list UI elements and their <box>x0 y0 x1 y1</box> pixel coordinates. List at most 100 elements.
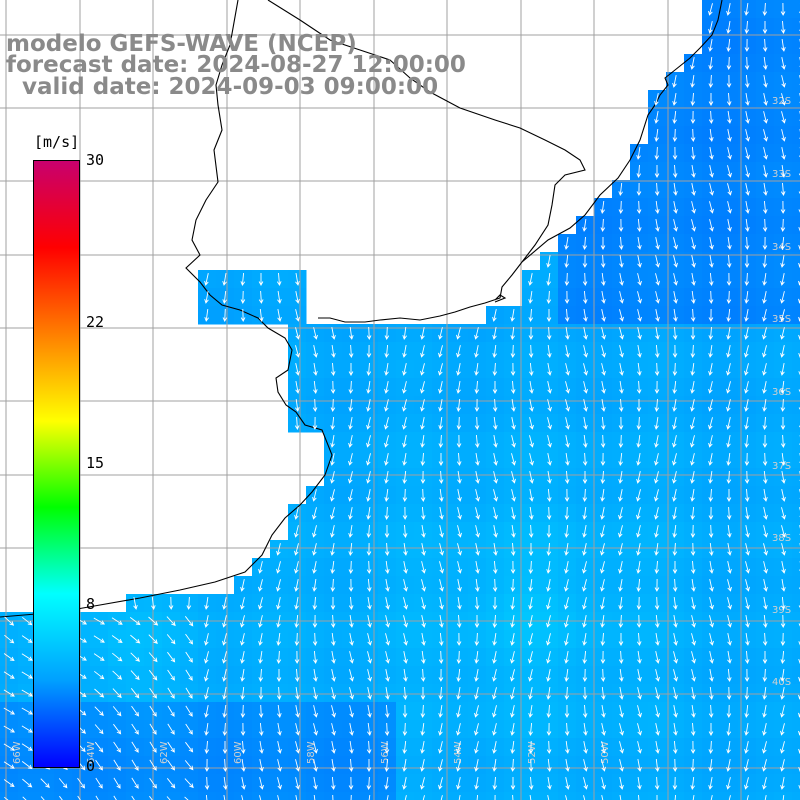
wind-arrow <box>637 327 642 340</box>
wind-arrow <box>546 255 551 268</box>
wind-arrow <box>93 617 106 625</box>
wind-arrow <box>276 686 282 700</box>
wind-arrow <box>708 363 713 376</box>
wind-arrow <box>240 615 245 628</box>
latitude-label: 39S <box>772 605 791 616</box>
wind-arrow <box>763 489 768 502</box>
wind-arrow <box>438 741 443 754</box>
wind-arrow <box>637 218 642 232</box>
wind-arrow <box>547 758 552 772</box>
wind-arrow <box>744 452 750 466</box>
wind-arrow <box>330 362 336 376</box>
wind-arrow <box>583 723 588 736</box>
wind-arrow <box>349 705 354 718</box>
wind-arrow <box>312 416 318 430</box>
wind-arrow <box>295 399 300 412</box>
wind-arrow <box>475 453 480 466</box>
wind-arrow <box>727 579 732 592</box>
wind-arrow <box>438 399 443 412</box>
wind-arrow <box>474 705 479 718</box>
wind-arrow <box>726 345 731 358</box>
wind-arrow <box>366 560 372 574</box>
wind-arrow <box>564 237 569 250</box>
wind-arrow <box>763 470 768 484</box>
wind-arrow <box>565 741 570 754</box>
coastline <box>0 0 723 618</box>
wind-arrow <box>726 21 731 34</box>
wind-arrow <box>348 525 353 538</box>
wind-arrow <box>780 273 785 286</box>
wind-arrow <box>672 776 678 790</box>
wind-arrow <box>366 776 372 790</box>
wind-arrow <box>493 471 498 484</box>
wind-arrow <box>456 741 461 754</box>
wind-arrow <box>511 435 516 448</box>
wind-arrow <box>348 560 354 574</box>
wind-arrow <box>204 705 209 718</box>
wind-arrow <box>474 398 480 412</box>
title-valid-date: valid date: 2024-09-03 09:00:00 <box>6 74 439 100</box>
wind-arrow <box>546 272 551 286</box>
wind-cell <box>738 792 757 800</box>
wind-arrow <box>167 669 175 681</box>
wind-arrow <box>258 290 264 304</box>
wind-arrow <box>420 345 425 358</box>
wind-arrow <box>492 596 498 610</box>
wind-arrow <box>762 327 767 340</box>
wind-arrow <box>312 489 317 502</box>
wind-arrow <box>528 308 534 322</box>
wind-arrow <box>691 669 696 682</box>
wind-arrow <box>439 561 444 574</box>
wind-arrow <box>582 597 587 610</box>
wind-arrow <box>564 651 569 664</box>
latitude-label: 32S <box>772 96 791 107</box>
wind-arrow <box>21 671 34 679</box>
wind-arrow <box>295 363 300 376</box>
wind-arrow <box>763 543 768 556</box>
wind-arrow <box>294 507 299 520</box>
wind-arrow <box>745 218 750 232</box>
wind-arrow <box>565 435 570 448</box>
wind-arrow <box>708 524 714 538</box>
wind-arrow <box>3 779 15 788</box>
wind-arrow <box>529 471 534 484</box>
wind-arrow <box>619 291 624 304</box>
wind-arrow <box>654 435 659 448</box>
wind-arrow <box>673 597 678 610</box>
wind-arrow <box>184 760 194 771</box>
wind-arrow <box>21 761 33 770</box>
wind-arrow <box>3 743 15 751</box>
wind-arrow <box>492 759 497 772</box>
wind-arrow <box>547 453 552 466</box>
wind-arrow <box>744 345 749 358</box>
wind-arrow <box>763 561 768 574</box>
wind-arrow <box>456 705 461 718</box>
wind-arrow <box>673 669 678 682</box>
wind-arrow <box>744 759 749 772</box>
wind-arrow <box>112 688 122 699</box>
wind-arrow <box>456 434 462 448</box>
wind-arrow <box>456 759 461 772</box>
wind-arrow <box>456 452 462 466</box>
wind-arrow <box>600 218 606 232</box>
wind-arrow <box>204 723 209 736</box>
wind-arrow <box>59 795 63 800</box>
wind-arrow <box>780 2 786 16</box>
wind-arrow <box>636 596 642 610</box>
wind-arrow <box>564 543 569 556</box>
wind-arrow <box>222 758 228 772</box>
wind-arrow <box>112 652 123 662</box>
wind-cell <box>0 792 19 800</box>
wind-arrow <box>240 272 246 286</box>
wind-arrow <box>204 776 210 790</box>
wind-arrow <box>546 579 551 592</box>
wind-arrow <box>259 795 262 800</box>
wind-arrow <box>708 39 713 52</box>
wind-arrow <box>240 740 246 754</box>
colorbar-tick-label: 0 <box>86 757 96 775</box>
wind-arrow <box>583 777 588 790</box>
wind-arrow <box>709 165 714 178</box>
wind-arrow <box>493 507 498 520</box>
wind-arrow <box>763 597 768 610</box>
wind-arrows <box>3 2 800 800</box>
